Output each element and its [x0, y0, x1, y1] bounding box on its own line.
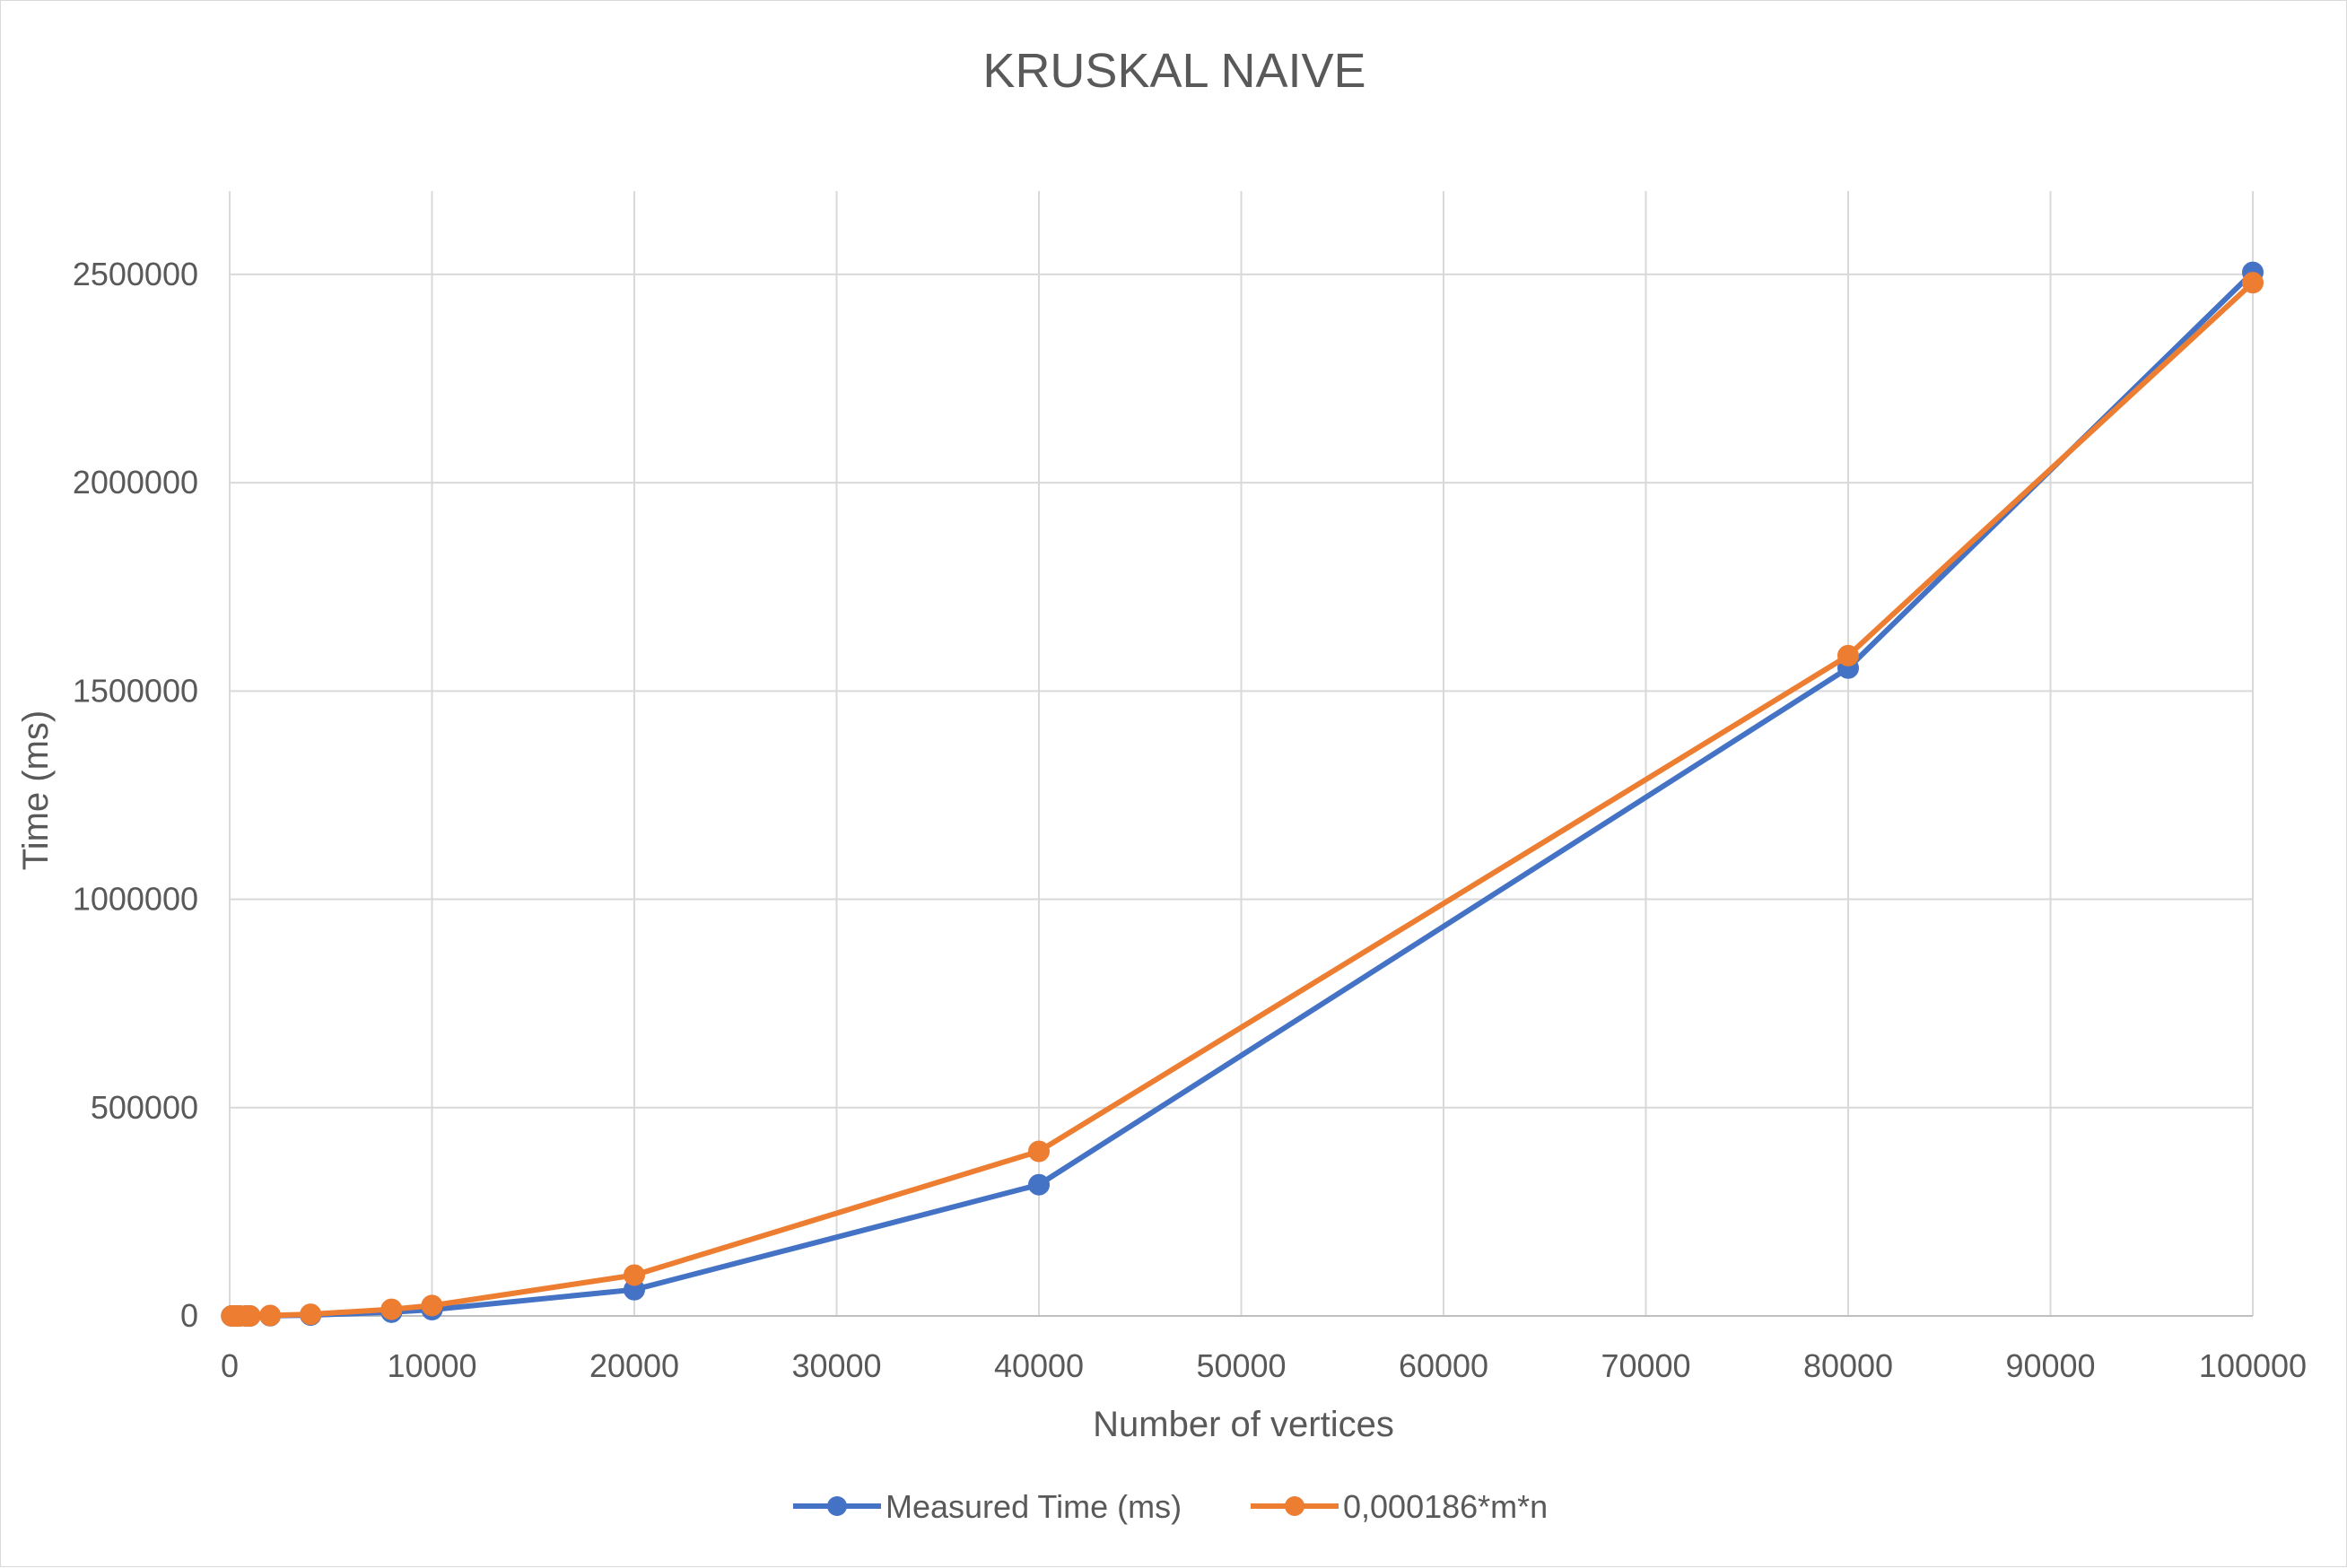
x-tick-label: 60000 — [1399, 1347, 1488, 1384]
x-tick-label: 10000 — [387, 1347, 476, 1384]
x-tick-label: 50000 — [1196, 1347, 1286, 1384]
data-point — [380, 1298, 403, 1320]
y-tick-label: 2500000 — [73, 256, 198, 292]
data-point — [259, 1304, 282, 1327]
y-tick-label: 500000 — [91, 1089, 198, 1126]
data-point — [300, 1303, 322, 1326]
grid-lines — [230, 191, 2254, 1316]
series-2 — [221, 272, 2264, 1327]
legend-marker — [827, 1496, 847, 1516]
y-tick-label: 2000000 — [73, 464, 198, 501]
tick-labels: 0 10000 20000 30000 40000 50000 60000 70000 8000… — [73, 256, 2307, 1384]
legend-marker — [1285, 1496, 1304, 1516]
legend-item: Measured Time (ms) — [793, 1488, 1182, 1525]
series-line — [231, 270, 2255, 1319]
axes — [229, 191, 2253, 1317]
x-tick-label: 40000 — [994, 1347, 1084, 1384]
series-lines — [221, 261, 2264, 1327]
series-line — [231, 280, 2255, 1319]
y-tick-label: 1000000 — [73, 881, 198, 918]
series-1 — [221, 261, 2264, 1327]
data-point — [624, 1264, 645, 1286]
y-tick-label: 0 — [180, 1297, 198, 1334]
chart-title: KRUSKAL NAIVE — [982, 44, 1365, 98]
x-tick-label: 80000 — [1803, 1347, 1893, 1384]
x-tick-label: 70000 — [1601, 1347, 1690, 1384]
data-point — [2242, 272, 2264, 294]
x-axis-title: Number of vertices — [1093, 1405, 1394, 1444]
y-tick-label: 1500000 — [73, 672, 198, 709]
legend-item: 0,000186*m*n — [1251, 1488, 1548, 1525]
x-tick-label: 100000 — [2199, 1347, 2307, 1384]
legend: Measured Time (ms) 0,000186*m*n — [793, 1488, 1548, 1525]
data-point — [421, 1294, 443, 1317]
x-tick-label: 20000 — [589, 1347, 679, 1384]
legend-label: Measured Time (ms) — [886, 1488, 1182, 1525]
data-point — [1028, 1173, 1050, 1196]
x-tick-label: 30000 — [791, 1347, 881, 1384]
legend-label: 0,000186*m*n — [1343, 1488, 1548, 1525]
data-point — [1837, 644, 1859, 666]
y-axis-title: Time (ms) — [16, 710, 56, 870]
x-tick-label: 90000 — [2005, 1347, 2095, 1384]
data-point — [1028, 1140, 1050, 1163]
x-tick-label: 0 — [221, 1347, 239, 1384]
data-point — [239, 1305, 261, 1327]
